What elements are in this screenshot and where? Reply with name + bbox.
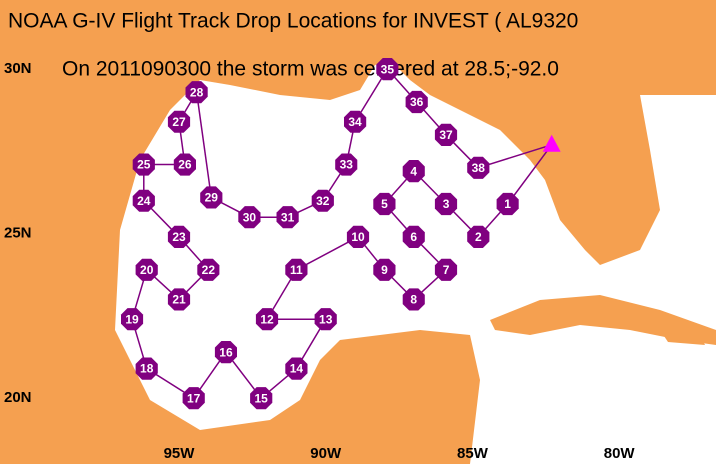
drop-marker: [346, 225, 370, 248]
drop-label: 8: [410, 293, 417, 307]
drop-label: 31: [281, 210, 295, 224]
drop-label: 35: [381, 62, 395, 76]
drop-marker: [182, 387, 205, 410]
drop-marker: [238, 206, 261, 229]
y-tick-label: 20N: [4, 389, 32, 406]
drop-marker: [373, 258, 396, 281]
drop-label: 2: [475, 230, 482, 244]
drop-label: 13: [319, 312, 333, 326]
drop-label: 14: [290, 362, 304, 376]
drop-marker: [214, 341, 237, 364]
y-tick-label: 30N: [4, 60, 32, 77]
drop-label: 36: [410, 95, 424, 109]
drop-marker: [167, 110, 191, 133]
drop-marker: [132, 189, 155, 212]
drop-label: 21: [172, 293, 186, 307]
drop-marker: [344, 110, 367, 133]
drop-label: 33: [340, 158, 354, 172]
drop-label: 10: [351, 230, 365, 244]
drop-label: 12: [260, 312, 274, 326]
drop-marker: [250, 387, 273, 410]
drop-marker: [434, 192, 458, 216]
x-tick-label: 85W: [457, 445, 489, 462]
drop-marker: [132, 153, 155, 176]
drop-marker: [135, 258, 158, 281]
drop-label: 18: [140, 362, 154, 376]
drop-label: 28: [190, 85, 204, 99]
track-segment: [507, 144, 553, 205]
drop-label: 20: [140, 263, 154, 277]
drop-marker: [314, 308, 337, 331]
drop-marker: [276, 206, 299, 229]
drop-label: 5: [381, 197, 388, 211]
drop-marker: [173, 153, 196, 176]
water: [115, 60, 716, 464]
drop-marker: [197, 258, 220, 281]
drop-marker: [285, 357, 308, 380]
drop-label: 17: [187, 391, 201, 405]
drop-marker: [121, 308, 144, 331]
island: [660, 330, 705, 345]
drop-marker: [167, 225, 191, 248]
drop-label: 27: [172, 115, 186, 129]
drop-marker: [200, 186, 223, 209]
drop-label: 11: [290, 263, 303, 277]
drop-marker: [467, 225, 490, 248]
drop-label: 3: [443, 197, 450, 211]
drop-marker: [467, 156, 490, 179]
y-tick-label: 25N: [4, 225, 32, 242]
track-segment: [195, 92, 213, 198]
x-tick-label: 80W: [604, 445, 636, 462]
drop-marker: [496, 192, 519, 216]
drop-label: 25: [137, 158, 151, 172]
track-segment: [478, 144, 552, 169]
drop-marker: [167, 288, 191, 311]
drop-label: 15: [254, 391, 268, 405]
drop-label: 16: [219, 345, 233, 359]
drop-marker: [285, 258, 308, 281]
drop-marker: [376, 58, 399, 81]
drop-label: 9: [381, 263, 388, 277]
drop-label: 29: [205, 191, 219, 205]
storm-marker: [542, 134, 561, 152]
drop-marker: [311, 189, 334, 212]
drop-marker: [434, 258, 458, 281]
drop-marker: [373, 192, 396, 216]
drop-marker: [135, 357, 158, 380]
drop-label: 26: [178, 158, 192, 172]
drop-label: 30: [243, 210, 257, 224]
title: NOAA G-IV Flight Track Drop Locations fo…: [8, 10, 578, 33]
drop-label: 7: [443, 263, 450, 277]
drop-marker: [405, 90, 428, 114]
drop-label: 38: [472, 161, 486, 175]
drop-label: 23: [172, 230, 186, 244]
drop-label: 37: [439, 128, 453, 142]
drop-label: 34: [348, 115, 362, 129]
drop-label: 4: [410, 164, 417, 178]
drop-label: 6: [410, 230, 417, 244]
cuba: [490, 295, 716, 345]
track-segment: [296, 236, 359, 271]
drop-marker: [402, 160, 425, 183]
drop-marker: [402, 225, 425, 248]
drop-label: 22: [202, 263, 216, 277]
x-tick-label: 90W: [310, 445, 342, 462]
drop-marker: [402, 288, 425, 311]
drop-label: 1: [504, 197, 511, 211]
drop-marker: [434, 123, 458, 146]
drop-label: 24: [137, 194, 151, 208]
x-tick-label: 95W: [164, 445, 196, 462]
drop-label: 19: [125, 312, 139, 326]
drop-marker: [255, 308, 279, 331]
drop-marker: [185, 81, 208, 104]
drop-marker: [335, 153, 358, 176]
subtitle: On 2011090300 the storm was centered at …: [62, 58, 559, 81]
drop-label: 32: [316, 194, 330, 208]
